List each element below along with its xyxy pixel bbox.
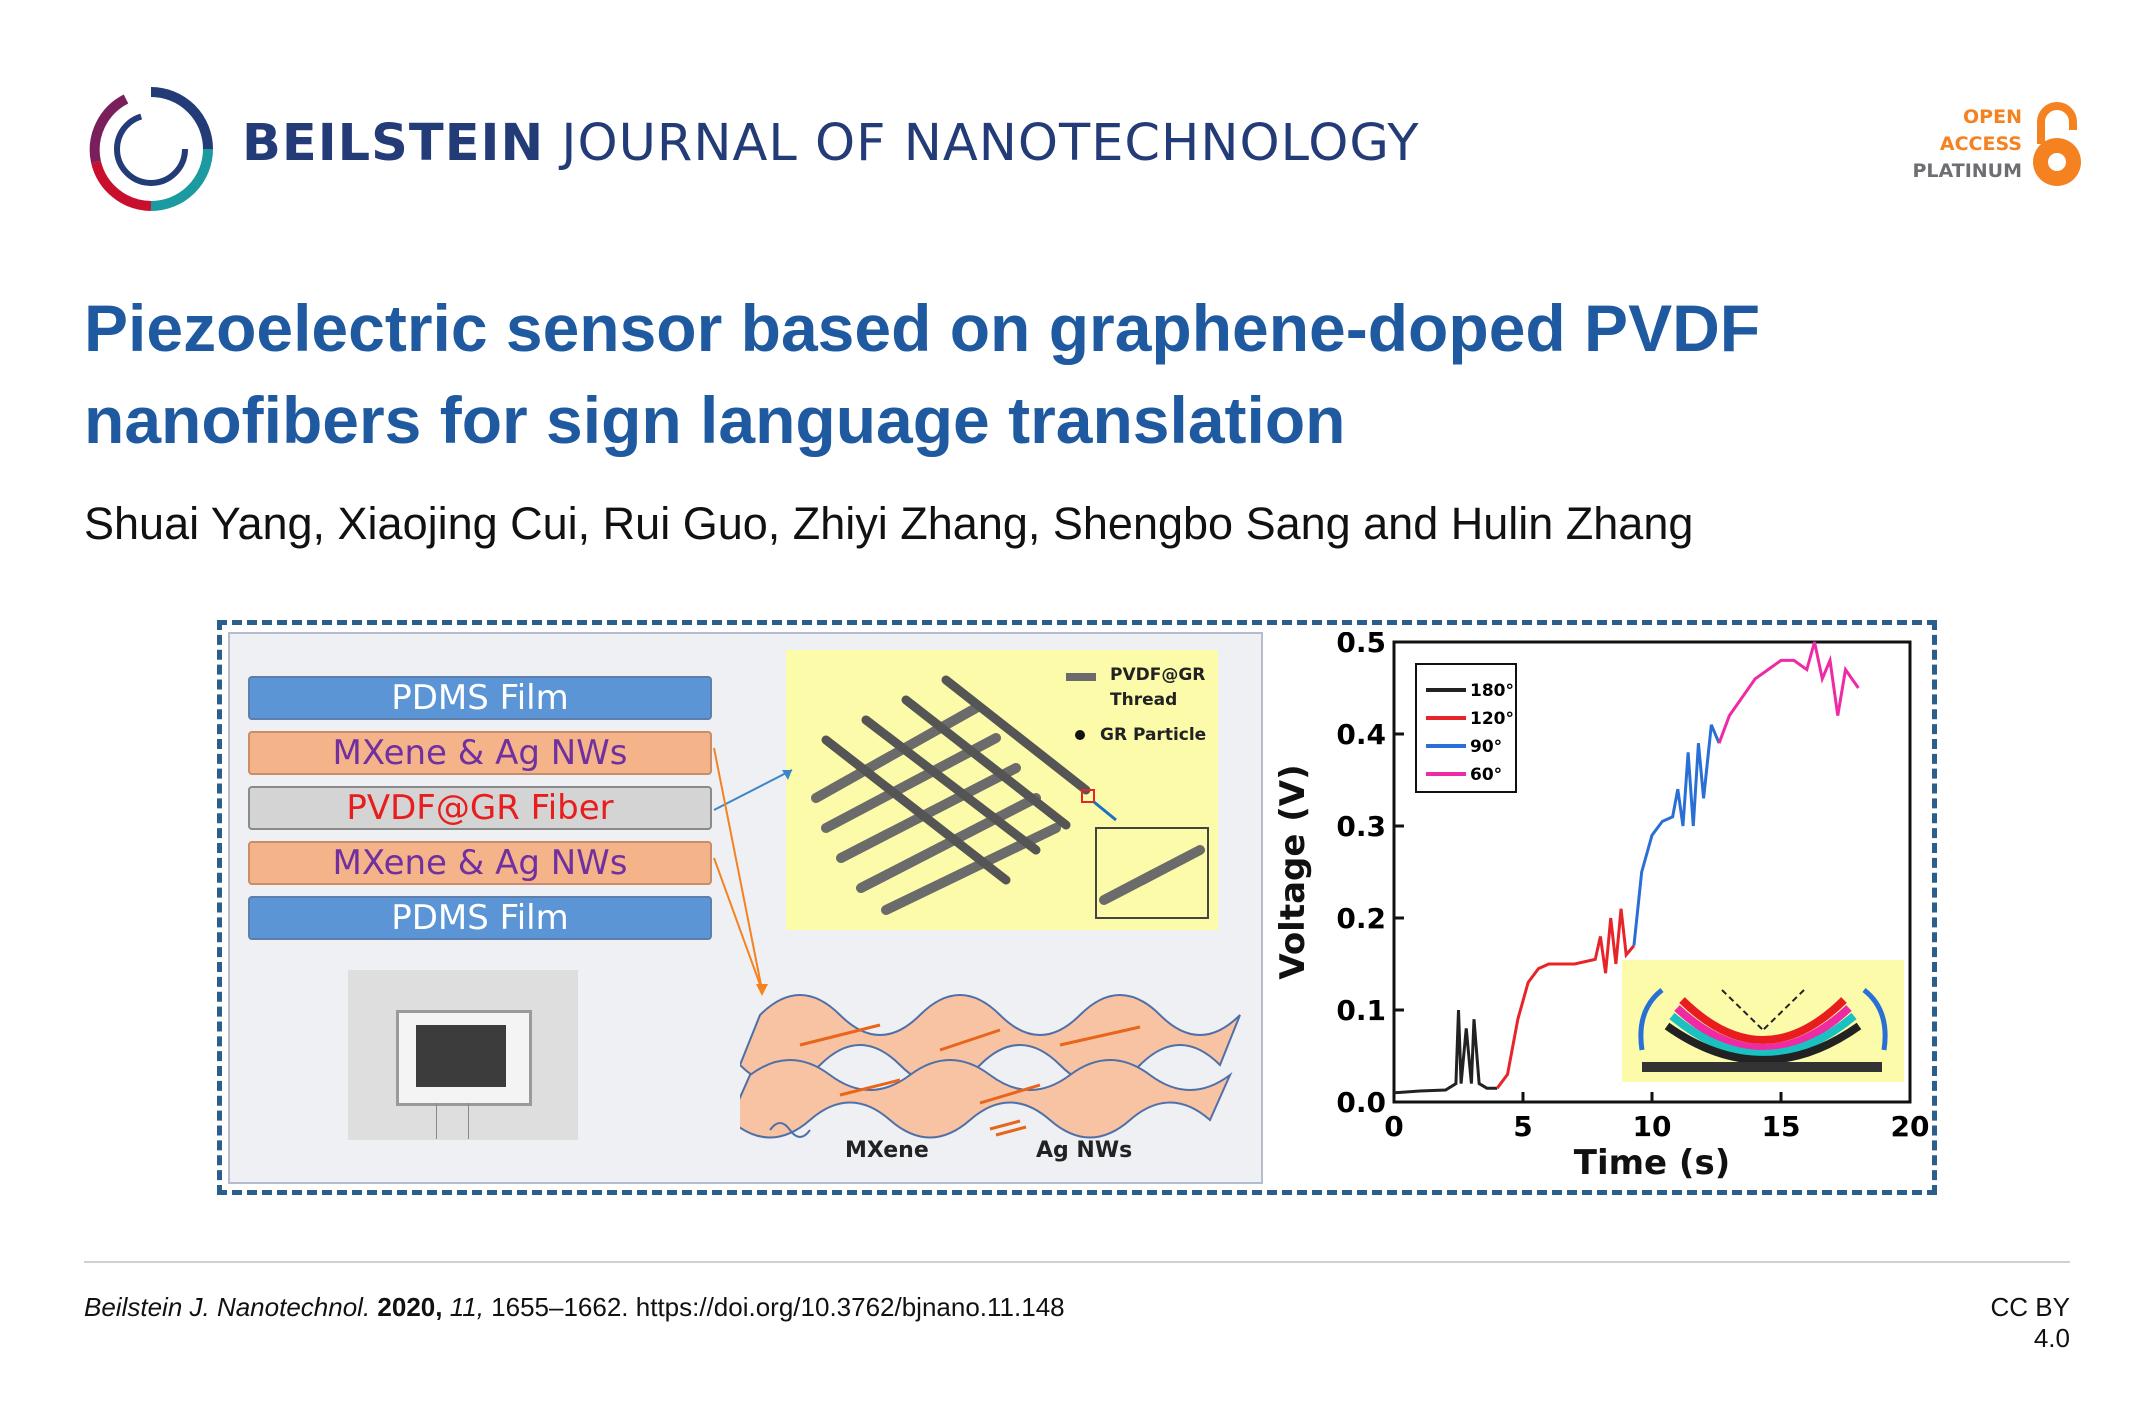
x-tick-label: 10 <box>1633 1110 1672 1143</box>
legend-box <box>1415 663 1517 793</box>
x-axis-label: Time (s) <box>1574 1143 1731 1183</box>
y-axis-label: Voltage (V) <box>1273 764 1313 979</box>
footer-divider <box>84 1261 2070 1263</box>
voltage-time-chart: 0 5 10 15 20 0.0 0.1 0.2 0.3 0.4 0.5 180° 120° 90° 60… <box>1273 632 1930 1183</box>
legend-label: 120° <box>1470 709 1514 729</box>
legend-thread: Thread <box>1110 690 1178 710</box>
open-access-lock-icon <box>2033 102 2081 186</box>
authors: Shuai Yang, Xiaojing Cui, Rui Guo, Zhiyi… <box>84 498 1694 549</box>
legend-mxene: MXene <box>845 1138 929 1163</box>
y-tick-label: 0.0 <box>1336 1086 1386 1119</box>
series-line <box>1717 641 1860 744</box>
layer-pvdf-fiber: PVDF@GR Fiber <box>248 786 712 830</box>
layer-mxene-bottom: MXene & Ag NWs <box>248 841 712 885</box>
y-tick-label: 0.4 <box>1336 718 1386 751</box>
mxene-agnw-illustration <box>740 994 1241 1139</box>
layer-arrows <box>713 747 793 996</box>
x-tick-label: 15 <box>1762 1110 1801 1143</box>
y-tick-label: 0.3 <box>1336 810 1386 843</box>
beilstein-ring-logo <box>89 87 213 211</box>
sensor-photo <box>348 970 578 1140</box>
layer-pdms-top: PDMS Film <box>248 676 712 720</box>
layer-pdms-bottom: PDMS Film <box>248 896 712 940</box>
x-tick-label: 20 <box>1891 1110 1930 1143</box>
y-tick-label: 0.1 <box>1336 994 1386 1027</box>
legend-label: 60° <box>1470 765 1502 785</box>
bending-inset-drawing <box>1638 988 1888 1072</box>
legend-ag-nws: Ag NWs <box>1036 1138 1133 1163</box>
series-line <box>1495 908 1636 1090</box>
y-tick-label: 0.5 <box>1336 632 1386 659</box>
legend-label: 180° <box>1470 681 1514 701</box>
x-tick-label: 5 <box>1513 1110 1532 1143</box>
doi-link[interactable]: 1655–1662. https://doi.org/10.3762/bjnan… <box>491 1292 1065 1322</box>
journal-title: BEILSTEIN JOURNAL OF NANOTECHNOLOGY <box>242 114 1420 173</box>
article-title: Piezoelectric sensor based on graphene-d… <box>84 291 1761 457</box>
citation: Beilstein J. Nanotechnol. 2020, 11, 1655… <box>84 1292 1065 1322</box>
legend-label: 90° <box>1470 737 1502 757</box>
y-tick-label: 0.2 <box>1336 902 1386 935</box>
graphical-abstract-frame <box>217 620 1937 1195</box>
layer-mxene-top: MXene & Ag NWs <box>248 731 712 775</box>
license: CC BY 4.0 <box>1990 1292 2070 1353</box>
series-line <box>1393 1009 1498 1095</box>
fiber-mesh-drawing <box>811 673 1209 919</box>
legend-gr-particle: GR Particle <box>1100 725 1207 745</box>
legend-pvdf-gr: PVDF@GR <box>1110 665 1206 685</box>
series-line <box>1632 724 1721 946</box>
x-tick-label: 0 <box>1384 1110 1403 1143</box>
open-access-badge: OPEN ACCESS PLATINUM <box>1912 106 2022 182</box>
